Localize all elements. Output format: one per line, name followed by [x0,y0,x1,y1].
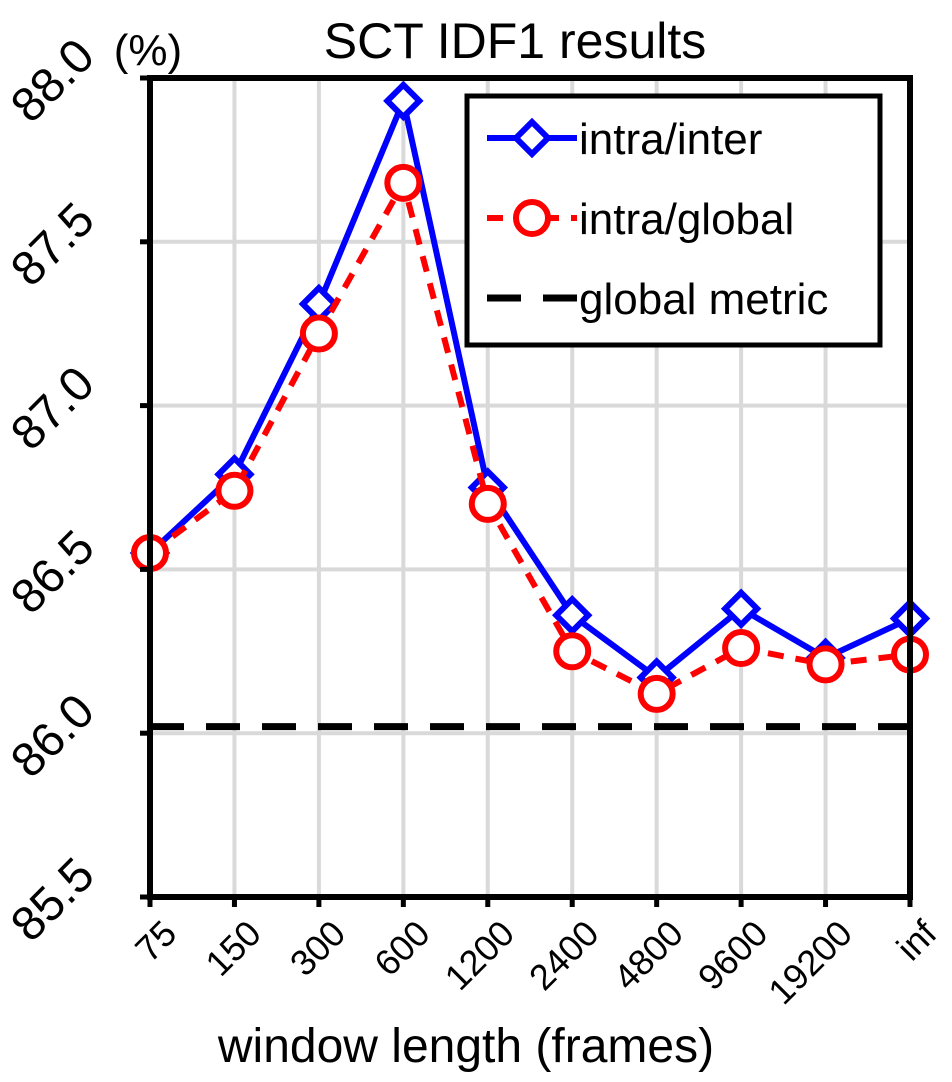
plot-frame [147,75,913,900]
x-tick-label: 75 [127,912,184,969]
x-tick-label: 4800 [605,912,691,998]
data-point [468,484,507,523]
data-point [637,674,676,713]
data-point [806,645,845,684]
data-point [299,314,338,353]
x-axis-label: window length (frames) [217,1020,714,1073]
legend-swatch-marker [513,199,551,237]
series-line [147,97,912,681]
data-point [553,632,592,671]
data-point [215,471,254,510]
chart-title: SCT IDF1 results [324,13,707,69]
x-tick-label: 150 [197,912,268,983]
legend-label: intra/inter [579,115,762,164]
y-tick-label: 87.0 [1,357,105,461]
legend-label: intra/global [579,195,794,244]
x-tick-label: 19200 [760,912,860,1012]
legend-label: global metric [579,275,828,324]
legend: intra/inter intra/global global metric [464,93,883,348]
y-tick-label: 86.5 [1,521,105,625]
data-point [384,163,423,202]
y-tick-label: 86.0 [1,684,105,788]
data-point [720,588,762,629]
series-line [148,179,911,697]
x-tick-label: 2400 [521,912,607,998]
series-intra-global [131,163,929,713]
x-tick-label: 1200 [436,912,522,998]
data-point [551,595,593,636]
y-unit-label: (%) [114,26,182,75]
x-tick-label: 300 [282,912,353,983]
y-tick-label: 88.0 [1,29,105,133]
x-tick-label: inf [888,912,945,969]
y-tick-label: 87.5 [1,193,105,297]
data-point [383,80,424,122]
data-point [722,629,761,668]
legend-swatch-marker [511,117,553,159]
x-tick-label: 600 [366,912,437,983]
y-tick-label: 85.5 [1,848,105,952]
